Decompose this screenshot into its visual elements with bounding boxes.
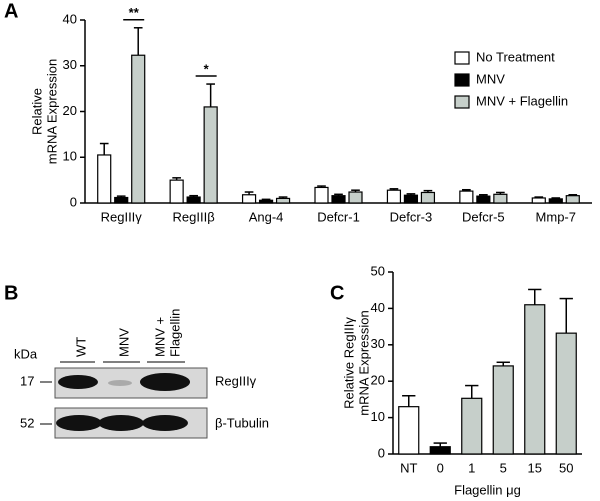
x-tick-label: 50 bbox=[559, 460, 573, 475]
y-tick-label: 50 bbox=[371, 263, 385, 278]
x-tick-label: Defcr-3 bbox=[390, 209, 433, 224]
bar bbox=[131, 54, 146, 204]
bar bbox=[398, 406, 420, 455]
bar bbox=[403, 194, 419, 204]
band bbox=[56, 415, 102, 431]
legend-label: MNV bbox=[476, 71, 505, 86]
bar bbox=[241, 194, 257, 204]
y-axis-label: Relative bbox=[29, 88, 44, 135]
x-tick-label: Defcr-1 bbox=[317, 209, 360, 224]
bar bbox=[258, 199, 274, 204]
bar bbox=[493, 193, 508, 204]
y-tick-label: 0 bbox=[378, 445, 385, 460]
bar bbox=[461, 397, 483, 455]
bar bbox=[524, 304, 546, 455]
legend-swatch bbox=[454, 51, 470, 65]
y-tick-label: 40 bbox=[63, 11, 77, 26]
y-tick-label: 10 bbox=[63, 149, 77, 164]
panel-label: B bbox=[4, 282, 18, 304]
panel-label: A bbox=[4, 0, 18, 22]
legend-label: No Treatment bbox=[476, 49, 555, 64]
bar bbox=[476, 195, 491, 204]
x-tick-label: 1 bbox=[468, 460, 475, 475]
y-axis-label: Relative RegIIIγ bbox=[341, 317, 356, 409]
y-tick-label: 30 bbox=[63, 57, 77, 72]
legend-swatch bbox=[454, 73, 470, 87]
unit-label: kDa bbox=[14, 346, 38, 361]
band bbox=[140, 373, 190, 391]
y-tick-label: 20 bbox=[371, 373, 385, 388]
x-tick-label: 0 bbox=[437, 460, 444, 475]
x-tick-label: NT bbox=[400, 460, 417, 475]
band-label: β-Tubulin bbox=[215, 415, 269, 430]
x-tick-label: Ang-4 bbox=[249, 209, 284, 224]
bar bbox=[331, 195, 346, 204]
significance: ** bbox=[129, 5, 140, 20]
bar bbox=[314, 186, 329, 204]
bar bbox=[186, 196, 201, 204]
band bbox=[108, 380, 132, 386]
bar bbox=[275, 197, 291, 204]
y-tick-label: 10 bbox=[371, 409, 385, 424]
panel-label: C bbox=[330, 282, 344, 304]
bar bbox=[386, 189, 402, 204]
x-tick-label: 15 bbox=[528, 460, 542, 475]
x-tick-label: Defcr-5 bbox=[462, 209, 505, 224]
significance: * bbox=[204, 61, 210, 76]
y-tick-label: 30 bbox=[371, 336, 385, 351]
bar bbox=[429, 446, 451, 455]
band-label: RegIIIγ bbox=[215, 373, 257, 388]
bar bbox=[531, 197, 546, 204]
y-tick-label: 40 bbox=[371, 300, 385, 315]
blot: WT MNV MNV + Flagellin kDa 17 52 RegIIIγ… bbox=[14, 309, 269, 439]
lane-label: WT bbox=[73, 337, 88, 357]
y-axis-label: mRNA Expression bbox=[44, 59, 59, 164]
size-label: 52 bbox=[20, 415, 34, 430]
bar bbox=[565, 195, 580, 204]
bar bbox=[114, 196, 129, 204]
bar bbox=[459, 190, 474, 204]
y-tick-label: 20 bbox=[63, 103, 77, 118]
bar bbox=[492, 365, 514, 455]
bar bbox=[169, 179, 184, 204]
y-tick-label: 0 bbox=[70, 194, 77, 209]
bar bbox=[555, 332, 577, 455]
x-tick-label: RegIIIβ bbox=[173, 209, 215, 224]
lane-label: MNV + bbox=[152, 317, 167, 357]
bar bbox=[420, 191, 436, 204]
bar bbox=[97, 154, 112, 204]
x-axis-label: Flagellin μg bbox=[454, 482, 521, 497]
legend-swatch bbox=[454, 95, 470, 109]
band bbox=[58, 375, 98, 389]
band bbox=[142, 415, 188, 431]
bar bbox=[548, 198, 563, 204]
bar bbox=[203, 106, 218, 204]
y-axis-label: mRNA Expression bbox=[356, 310, 371, 415]
x-tick-label: 5 bbox=[500, 460, 507, 475]
legend-label: MNV + Flagellin bbox=[476, 93, 568, 108]
x-tick-label: Mmp-7 bbox=[536, 209, 576, 224]
x-tick-label: RegIIIγ bbox=[101, 209, 143, 224]
band bbox=[98, 415, 144, 431]
bar bbox=[348, 191, 363, 204]
lane-label: Flagellin bbox=[167, 309, 182, 357]
lane-label: MNV bbox=[116, 328, 131, 357]
size-label: 17 bbox=[20, 373, 34, 388]
